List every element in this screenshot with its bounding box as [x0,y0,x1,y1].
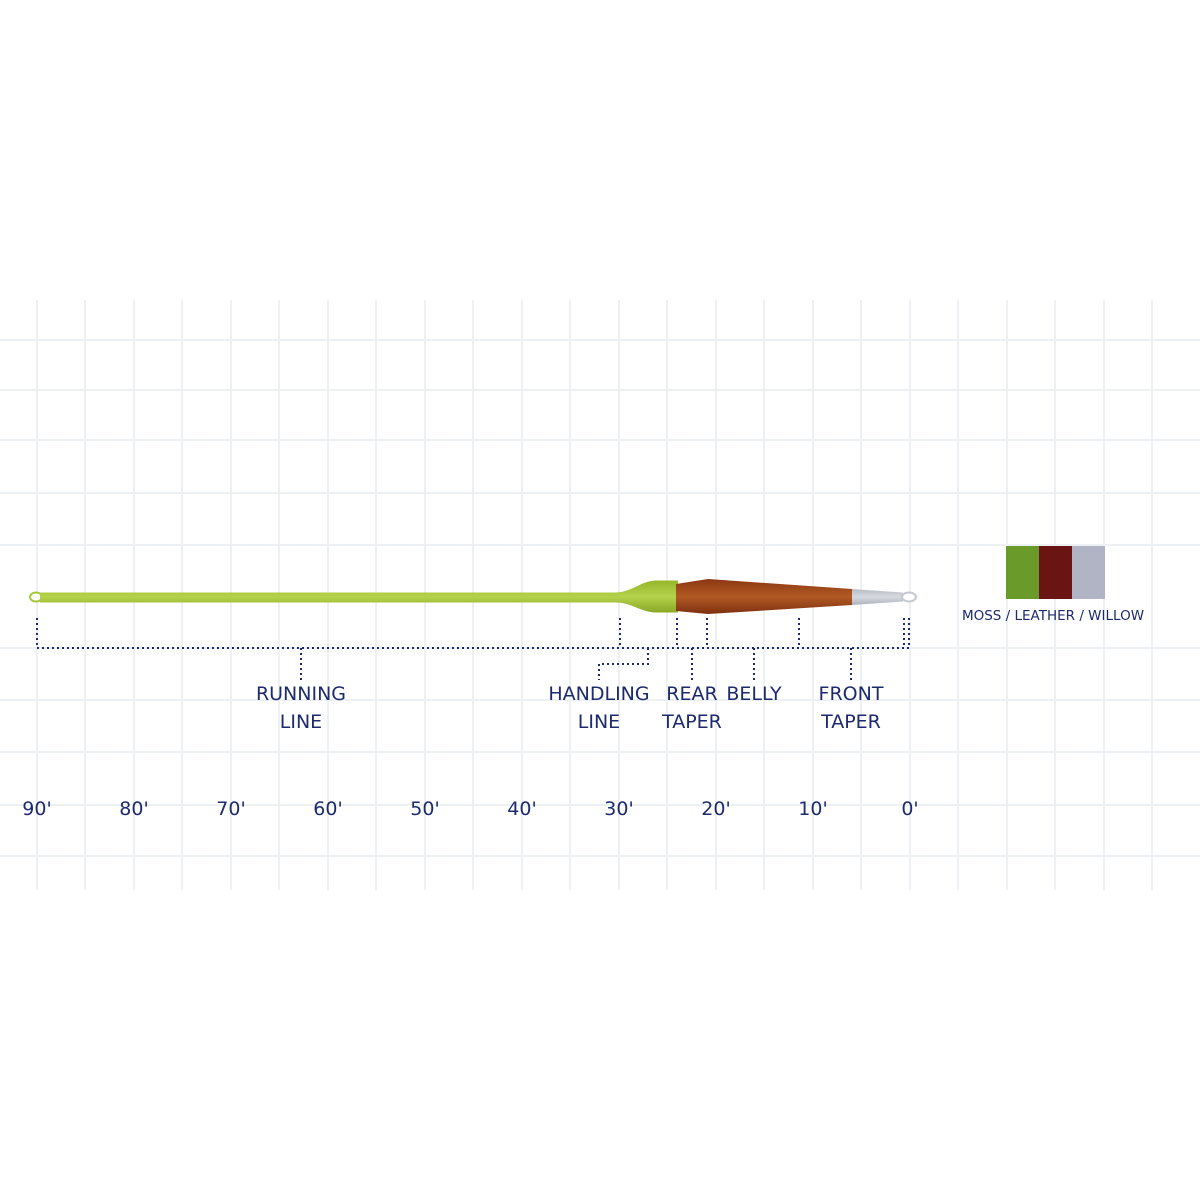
swatch-moss [1006,546,1039,599]
label-handling-line-1: HANDLING [548,683,649,705]
scale-label: 60' [313,798,342,820]
scale-label: 50' [410,798,439,820]
scale-label: 20' [701,798,730,820]
scale-label: 80' [119,798,148,820]
scale-label: 70' [216,798,245,820]
head-segment [676,579,852,614]
scale-label: 0' [901,798,918,820]
color-legend-label: MOSS / LEATHER / WILLOW [962,608,1144,624]
label-rear-taper-1: REAR [666,683,717,705]
scale-label: 90' [22,798,51,820]
swatch-leather [1039,546,1072,599]
scale-label: 10' [798,798,827,820]
section-labels: RUNNING LINE HANDLING LINE REAR TAPER BE… [256,683,884,733]
swatch-willow [1072,546,1105,599]
label-running-line-1: RUNNING [256,683,346,705]
scale-label: 40' [507,798,536,820]
scale-label: 30' [604,798,633,820]
section-brackets [36,618,910,680]
label-front-taper-1: FRONT [819,683,884,705]
label-rear-taper-2: TAPER [661,711,722,733]
front-loop [901,591,917,603]
distance-scale: 90' 80' 70' 60' 50' 40' 30' 20' 10' 0' [22,798,918,820]
fly-line [29,579,917,614]
label-running-line-2: LINE [280,711,322,733]
label-belly: BELLY [726,683,782,705]
label-front-taper-2: TAPER [820,711,881,733]
running-line-segment [40,580,678,613]
tip-segment [852,589,903,605]
label-handling-line-2: LINE [578,711,620,733]
color-legend: MOSS / LEATHER / WILLOW [962,546,1144,624]
